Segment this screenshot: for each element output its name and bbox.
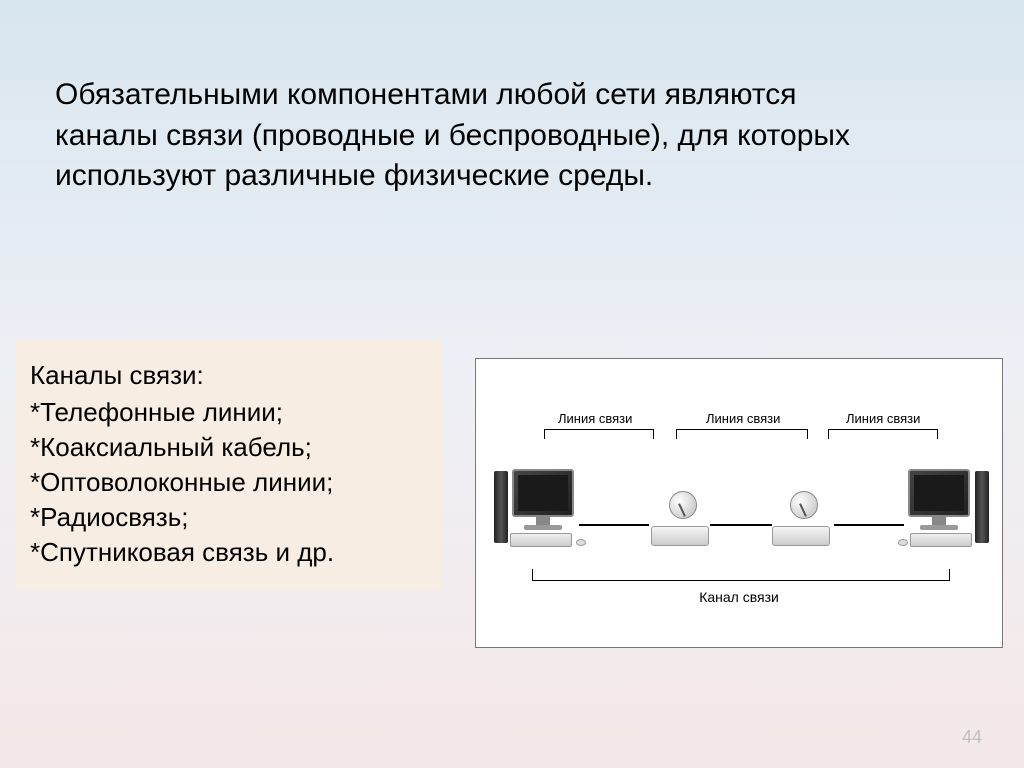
router-icon [772,491,832,546]
channels-item: *Телефонные линии; [30,395,427,430]
bracket-top [676,429,808,439]
computer-right-icon [904,469,989,559]
channel-label: Канал связи [476,589,1002,605]
channels-list-box: Каналы связи: *Телефонные линии; *Коакси… [16,340,441,589]
connection-line [710,524,772,526]
bracket-top [544,429,654,439]
channels-item: *Оптоволоконные линии; [30,465,427,500]
channels-heading: Каналы связи: [30,358,427,393]
computer-left-icon [494,469,579,559]
bracket-bottom [532,569,950,581]
channels-item: *Спутниковая связь и др. [30,535,427,570]
page-number: 44 [962,727,982,748]
connection-line [834,524,904,526]
bracket-top [828,429,938,439]
connection-line [579,524,649,526]
main-paragraph: Обязательными компонентами любой сети яв… [55,75,905,197]
line-label: Линия связи [846,411,920,426]
channels-item: *Радиосвязь; [30,500,427,535]
network-diagram: Линия связи Линия связи Линия связи Кана… [475,358,1003,648]
line-label: Линия связи [706,411,780,426]
router-icon [651,491,711,546]
channels-item: *Коаксиальный кабель; [30,430,427,465]
line-label: Линия связи [558,411,632,426]
